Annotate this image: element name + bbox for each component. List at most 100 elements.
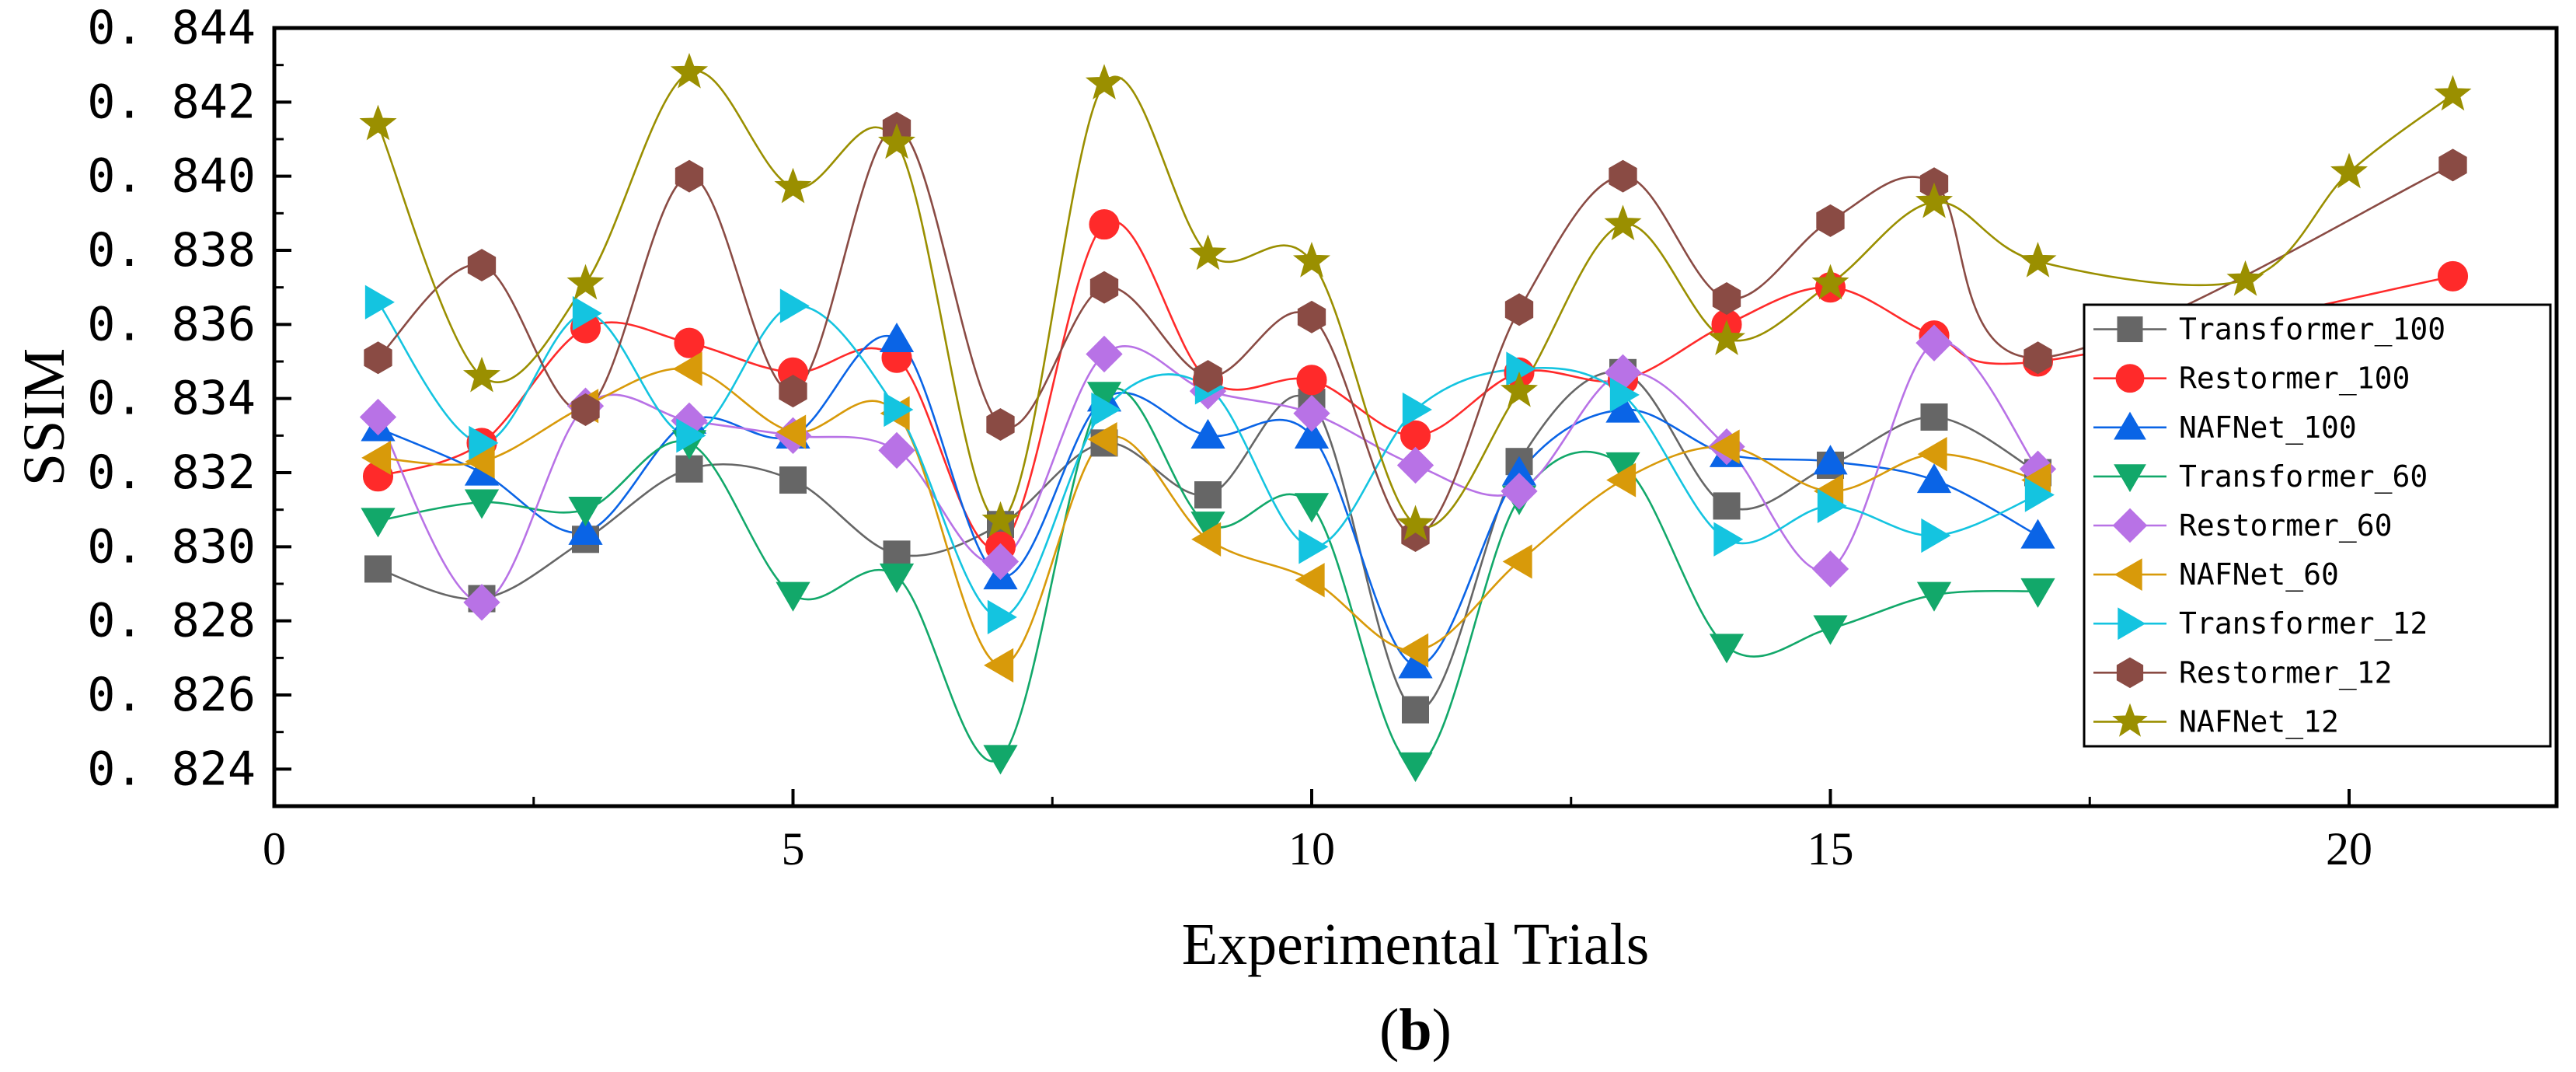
data-point — [884, 392, 914, 428]
legend-marker — [2114, 558, 2142, 591]
data-point — [1811, 264, 1849, 300]
data-point — [1189, 234, 1227, 271]
y-tick-label: 0. 844 — [87, 1, 256, 55]
data-point — [1817, 488, 1847, 524]
data-point — [2019, 242, 2057, 278]
y-tick-label: 0. 826 — [87, 668, 256, 722]
data-point — [1921, 518, 1951, 553]
data-point — [1609, 159, 1637, 193]
data-point — [675, 159, 704, 193]
data-point — [776, 414, 807, 449]
y-tick-label: 0. 830 — [87, 519, 256, 574]
x-tick-labels: 0 5 10 15 20 — [263, 823, 2372, 875]
y-tick-label: 0. 824 — [87, 742, 256, 796]
data-point — [1915, 324, 1953, 361]
x-tick-label: 15 — [1807, 823, 1854, 875]
data-point — [364, 555, 392, 583]
data-point — [776, 581, 810, 612]
data-point — [1296, 365, 1327, 396]
data-point — [364, 285, 395, 320]
data-point — [571, 393, 600, 426]
data-point — [1606, 463, 1637, 498]
data-point — [779, 466, 807, 494]
data-point — [1915, 182, 1954, 218]
figure-sublabel: (b) — [1379, 997, 1452, 1063]
data-point — [2020, 578, 2055, 608]
data-point — [1294, 418, 1330, 449]
data-point — [670, 52, 709, 89]
data-point — [1813, 615, 1848, 645]
data-point — [568, 515, 603, 545]
data-point — [464, 489, 500, 519]
data-point — [1500, 371, 1539, 407]
axis-ticks — [273, 26, 2351, 806]
data-point — [1402, 696, 1429, 724]
legend-label: Transformer_60 — [2179, 459, 2428, 494]
data-point — [1089, 271, 1119, 304]
data-point — [568, 497, 603, 527]
legend-marker — [2114, 464, 2146, 493]
data-point — [469, 425, 499, 460]
data-point — [359, 398, 397, 436]
legend-label: NAFNet_12 — [2179, 704, 2339, 739]
legend-marker — [2117, 316, 2143, 343]
data-point — [364, 341, 392, 375]
legend-label: Restormer_12 — [2179, 655, 2393, 690]
y-tick-label: 0. 840 — [87, 149, 256, 204]
legend: Transformer_100 Restormer_100 NAFNet_100 Tr… — [2083, 303, 2552, 748]
data-point — [1293, 395, 1330, 432]
x-tick-label: 5 — [782, 823, 805, 875]
data-point — [983, 745, 1018, 775]
data-point — [1194, 360, 1222, 393]
data-point — [2434, 75, 2472, 111]
data-point — [879, 563, 915, 593]
data-point — [1091, 392, 1121, 428]
data-point — [359, 104, 397, 141]
x-tick-label: 20 — [2326, 823, 2372, 875]
data-point — [987, 599, 1017, 635]
data-point — [2226, 260, 2264, 296]
y-tick-label: 0. 832 — [87, 445, 256, 500]
data-point — [467, 249, 497, 282]
y-tick-label: 0. 834 — [87, 372, 256, 426]
legend-label: Restormer_60 — [2179, 508, 2393, 543]
legend-marker — [2118, 607, 2146, 641]
series-markers — [364, 111, 2467, 553]
legend-label: NAFNet_100 — [2179, 410, 2357, 445]
data-point — [1298, 529, 1329, 564]
data-point — [2024, 477, 2055, 512]
data-point — [1916, 581, 1952, 612]
data-point — [779, 375, 807, 408]
data-point — [1085, 64, 1124, 100]
legend-marker — [2116, 657, 2144, 689]
data-point — [1916, 463, 1952, 494]
y-axis-label: SSIM — [12, 348, 77, 486]
plot-frame — [272, 26, 2559, 808]
series-markers — [359, 52, 2472, 782]
data-point — [1920, 403, 1948, 431]
data-point — [986, 408, 1015, 442]
data-point — [1713, 522, 1744, 557]
legend-label: Restormer_100 — [2179, 361, 2410, 396]
data-point — [676, 418, 706, 453]
y-tick-label: 0. 828 — [87, 594, 256, 648]
data-point — [1191, 522, 1222, 557]
data-point — [2024, 341, 2052, 375]
data-point — [1194, 481, 1222, 509]
data-point — [1398, 752, 1433, 782]
y-tick-label: 0. 836 — [87, 297, 256, 351]
data-point — [1399, 633, 1429, 668]
data-point — [1709, 634, 1745, 664]
data-point — [981, 543, 1020, 581]
data-point — [1710, 429, 1740, 464]
data-point — [981, 501, 1020, 537]
data-point — [2020, 519, 2055, 549]
data-point — [984, 648, 1014, 683]
series-markers — [359, 52, 2472, 541]
legend-label: Transformer_100 — [2179, 313, 2445, 347]
data-point — [462, 356, 501, 393]
data-point — [1190, 418, 1225, 449]
x-tick-label: 10 — [1288, 823, 1335, 875]
series-markers — [361, 351, 2051, 683]
data-point — [879, 323, 915, 353]
